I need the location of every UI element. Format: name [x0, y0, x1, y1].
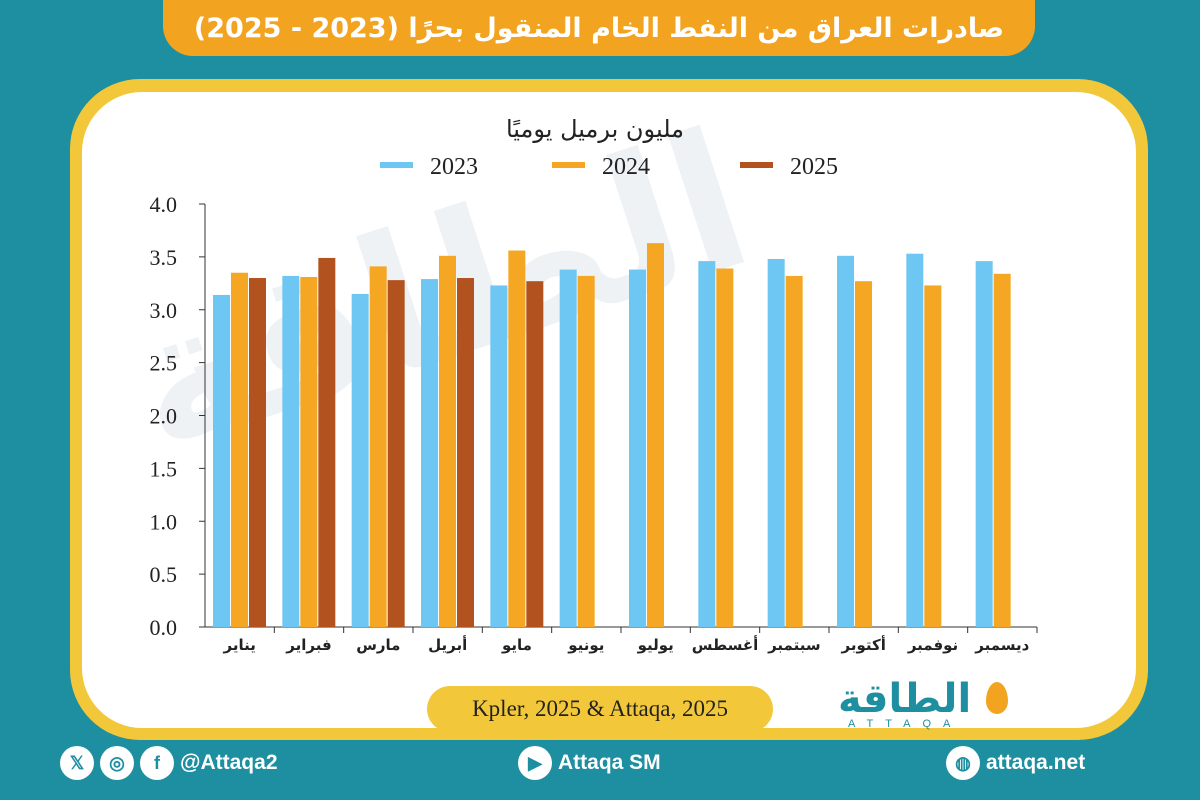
bar-2025-3: [387, 280, 405, 627]
x-tick-label: ديسمبر: [974, 636, 1029, 654]
bar-2024-8: [716, 268, 734, 627]
legend-label-2025: 2025: [790, 154, 838, 180]
x-tick-label: نوفمبر: [907, 636, 958, 654]
x-icon[interactable]: 𝕏: [60, 746, 94, 780]
y-tick-label: 0.5: [150, 562, 178, 587]
x-tick-label: يونيو: [567, 636, 604, 654]
facebook-icon[interactable]: f: [140, 746, 174, 780]
legend-label-2024: 2024: [602, 154, 650, 180]
bar-2024-10: [855, 281, 872, 627]
logo-text: الطاقة: [838, 676, 972, 722]
x-tick-label: سبتمبر: [767, 636, 821, 654]
bar-2023-6: [559, 269, 577, 627]
source-label: Kpler, 2025 & Attaqa, 2025: [427, 686, 773, 732]
y-tick-label: 3.5: [150, 245, 178, 270]
bar-2024-11: [924, 285, 942, 627]
bar-2023-11: [906, 253, 924, 627]
attaqa-logo: الطاقة ATTAQA: [838, 676, 1018, 736]
y-tick-label: 0.0: [150, 615, 178, 640]
oil-drop-icon: [986, 682, 1008, 714]
y-tick-label: 4.0: [150, 192, 178, 217]
y-tick-label: 1.0: [150, 509, 178, 534]
x-tick-label: أغسطس: [692, 635, 758, 654]
bar-2025-2: [318, 257, 336, 627]
y-tick-label: 2.5: [150, 351, 178, 376]
bar-2023-7: [629, 269, 646, 627]
footer-social: 𝕏 ◎ f @Attaqa2: [60, 745, 278, 781]
x-tick-label: مايو: [501, 636, 532, 654]
bar-2023-12: [975, 261, 993, 627]
bar-2023-9: [767, 258, 785, 627]
social-handle[interactable]: @Attaqa2: [180, 751, 278, 774]
youtube-handle[interactable]: Attaqa SM: [558, 751, 661, 774]
bar-2024-4: [439, 255, 456, 627]
bar-2025-4: [457, 278, 474, 627]
title-banner: صادرات العراق من النفط الخام المنقول بحر…: [163, 0, 1035, 56]
footer-website: ◍ attaqa.net: [946, 745, 1085, 781]
y-tick-label: 2.0: [150, 404, 178, 429]
logo-subtitle: ATTAQA: [848, 718, 963, 730]
bar-2024-3: [369, 266, 387, 627]
bar-2023-4: [421, 279, 438, 627]
legend-label-2023: 2023: [430, 154, 478, 180]
instagram-icon[interactable]: ◎: [100, 746, 134, 780]
x-tick-label: مارس: [356, 636, 400, 654]
website-link[interactable]: attaqa.net: [986, 751, 1086, 774]
bar-2024-5: [508, 250, 526, 627]
y-tick-label: 3.0: [150, 298, 178, 323]
x-tick-label: أكتوبر: [840, 635, 885, 654]
unit-label: مليون برميل يوميًا: [506, 115, 684, 143]
bar-2024-12: [993, 273, 1011, 627]
globe-icon[interactable]: ◍: [946, 746, 980, 780]
bar-2024-7: [647, 243, 664, 627]
bar-2024-1: [231, 272, 248, 627]
x-tick-label: يناير: [222, 636, 255, 654]
bar-2024-2: [300, 276, 318, 627]
youtube-icon[interactable]: ▶: [518, 746, 552, 780]
bar-2023-5: [490, 285, 508, 627]
y-tick-label: 1.5: [150, 456, 178, 481]
bar-2024-9: [785, 275, 803, 627]
x-tick-label: يوليو: [637, 636, 674, 654]
bar-2025-1: [249, 278, 266, 627]
x-tick-label: فبراير: [285, 636, 331, 654]
bar-2023-1: [213, 294, 230, 627]
x-tick-label: أبريل: [428, 635, 467, 654]
bar-2023-8: [698, 261, 716, 627]
footer-youtube: ▶ Attaqa SM: [518, 745, 661, 781]
bar-2023-10: [837, 255, 854, 627]
bar-2024-6: [577, 275, 595, 627]
bar-2025-5: [526, 281, 544, 627]
bar-2023-2: [282, 275, 300, 627]
bar-2023-3: [351, 293, 369, 627]
chart-title: صادرات العراق من النفط الخام المنقول بحر…: [193, 12, 1005, 44]
